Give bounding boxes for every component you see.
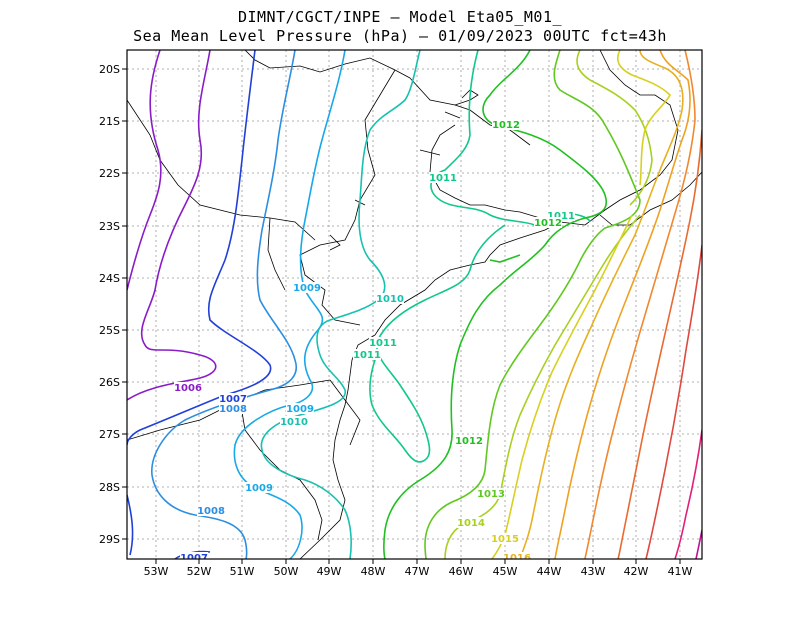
isobar-label-bg	[245, 482, 273, 493]
isobar-labels: 1006100710071008100810091009100910101010…	[174, 119, 575, 564]
lon-tick-label: 42W	[624, 565, 649, 578]
lon-tick-label: 50W	[274, 565, 299, 578]
isobar-label: 1012	[534, 218, 562, 229]
isobar-label-bg	[503, 552, 531, 559]
isobar-label-bg	[293, 282, 321, 293]
isobar-label: 1009	[245, 483, 273, 494]
isobar-label-bg	[174, 382, 202, 393]
isobar-label-bg	[429, 172, 457, 183]
isobar-label-bg	[455, 435, 483, 446]
lat-tick-label: 25S	[99, 324, 120, 337]
lon-tick-label: 44W	[537, 565, 562, 578]
lon-tick-label: 47W	[405, 565, 430, 578]
isobar-label: 1009	[293, 283, 321, 294]
isobar-label-bg	[492, 119, 520, 130]
map-title-line1: DIMNT/CGCT/INPE – Model Eta05_M01_	[237, 8, 563, 26]
isobar-label-bg	[219, 403, 247, 414]
lat-tick-label: 22S	[99, 167, 120, 180]
lon-tick-label: 51W	[230, 565, 255, 578]
lat-tick-label: 24S	[99, 272, 120, 285]
isobar-label: 1011	[429, 173, 457, 184]
isobars	[127, 50, 702, 559]
isobar-label: 1006	[174, 383, 202, 394]
isobar-label-bg	[457, 517, 485, 528]
lat-tick-label: 28S	[99, 481, 120, 494]
lon-tick-label: 43W	[581, 565, 606, 578]
isobar-label: 1013	[477, 489, 505, 500]
isobar-label-bg	[369, 337, 397, 348]
isobar-label: 1008	[219, 404, 247, 415]
isobar-label: 1014	[457, 518, 485, 529]
isobar-label-bg	[376, 293, 404, 304]
isobar-label: 1012	[455, 436, 483, 447]
isobar-label-bg	[491, 533, 519, 544]
lon-tick-label: 52W	[187, 565, 212, 578]
isobar-label: 1009	[286, 404, 314, 415]
isobar-label-bg	[197, 505, 225, 516]
isobar-label: 1016	[503, 553, 531, 564]
isobar-label: 1012	[492, 120, 520, 131]
isobar-label: 1011	[369, 338, 397, 349]
isobar-label-bg	[534, 217, 562, 228]
lon-tick-label: 53W	[144, 565, 169, 578]
isobar-label-bg	[353, 349, 381, 360]
map-frame	[126, 49, 703, 560]
lon-tick-label: 46W	[449, 565, 474, 578]
map-title-line2: Sea Mean Level Pressure (hPa) – 01/09/20…	[133, 27, 667, 45]
isobar-label-bg	[280, 416, 308, 427]
lon-tick-label: 41W	[668, 565, 693, 578]
isobar-label: 1010	[376, 294, 404, 305]
isobar-label-bg	[286, 403, 314, 414]
isobar-label: 1011	[353, 350, 381, 361]
lat-tick-label: 20S	[99, 63, 120, 76]
isobar-label: 1011	[547, 211, 575, 222]
isobar-label-bg	[219, 393, 247, 404]
lon-tick-label: 45W	[493, 565, 518, 578]
lon-tick-label: 49W	[317, 565, 342, 578]
isobar-label: 1007	[180, 553, 208, 564]
isobar-label: 1007	[219, 394, 247, 405]
isobar-label-bg	[180, 552, 208, 559]
isobar-label: 1008	[197, 506, 225, 517]
lat-tick-label: 23S	[99, 220, 120, 233]
lat-tick-label: 21S	[99, 115, 120, 128]
isobar-label: 1015	[491, 534, 519, 545]
isobar-label-bg	[547, 210, 575, 221]
isobar-label: 1010	[280, 417, 308, 428]
lat-tick-label: 26S	[99, 376, 120, 389]
isobar-label-bg	[477, 488, 505, 499]
lat-tick-label: 27S	[99, 428, 120, 441]
lon-tick-label: 48W	[361, 565, 386, 578]
lat-tick-label: 29S	[99, 533, 120, 546]
